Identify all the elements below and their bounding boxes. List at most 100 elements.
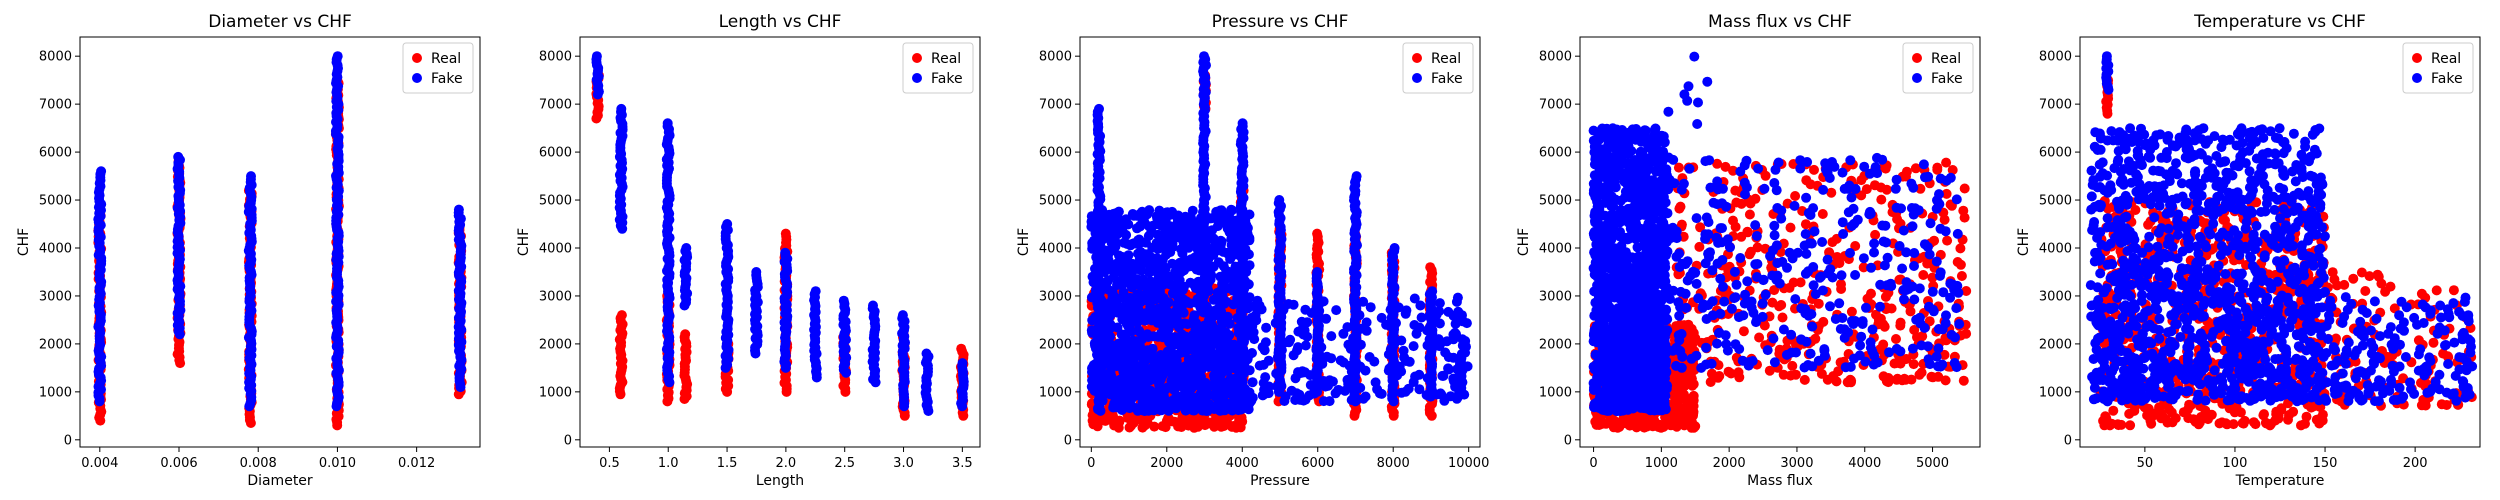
data-point (1210, 391, 1220, 402)
x-tick-label: 0.5 (599, 456, 620, 471)
subplot-title: Length vs CHF (719, 12, 842, 32)
data-point (1197, 391, 1208, 402)
x-tick-label: 6000 (1301, 456, 1334, 471)
scatter-points (1086, 51, 1473, 433)
data-point (1148, 220, 1158, 231)
data-point (1121, 230, 1132, 240)
data-point (1408, 341, 1419, 352)
data-point (1149, 294, 1160, 305)
data-point (1106, 232, 1117, 243)
data-point (1212, 287, 1223, 298)
data-point (1300, 340, 1311, 351)
data-point (1088, 411, 1099, 422)
data-point (1191, 318, 1202, 329)
data-point (751, 267, 762, 277)
x-tick-label: 4000 (1226, 456, 1259, 471)
data-point (1119, 311, 1130, 322)
data-point (1434, 306, 1445, 317)
data-point (1171, 228, 1182, 239)
x-tick-label: 1.5 (717, 456, 738, 471)
y-tick-label: 0 (64, 433, 72, 448)
data-point (1183, 242, 1194, 253)
data-point (1105, 389, 1116, 400)
data-point (1159, 303, 1170, 314)
data-point (1410, 371, 1421, 382)
y-tick-label: 5000 (539, 194, 572, 209)
data-point (1176, 329, 1187, 340)
data-point (921, 348, 932, 359)
data-point (1229, 246, 1240, 257)
data-point (1170, 350, 1181, 360)
y-tick-label: 3000 (1039, 289, 1072, 304)
data-point (1123, 294, 1134, 305)
data-point (1237, 400, 1248, 411)
data-point (616, 103, 627, 114)
data-point (96, 166, 107, 177)
data-point (1123, 250, 1134, 261)
data-point (1217, 355, 1228, 366)
data-point (1389, 243, 1400, 253)
data-point (957, 358, 968, 369)
data-point (1358, 296, 1369, 307)
data-point (1360, 365, 1371, 376)
data-point (1201, 304, 1212, 314)
data-point (1141, 237, 1151, 248)
scatter-points (591, 51, 969, 421)
data-point (1173, 421, 1184, 432)
data-point (1256, 304, 1267, 315)
data-point (722, 219, 733, 229)
x-tick-label: 2.0 (776, 456, 797, 471)
data-point (1414, 384, 1425, 395)
data-point (1175, 338, 1186, 349)
data-point (1203, 315, 1214, 326)
x-tick-label: 0.004 (81, 456, 118, 471)
x-tick-label: 8000 (1377, 456, 1410, 471)
legend-label-fake: Fake (431, 71, 463, 87)
legend-marker-fake (912, 73, 922, 83)
data-point (1198, 343, 1209, 354)
data-point (1218, 246, 1229, 257)
series-fake (1086, 51, 1473, 416)
data-point (246, 171, 256, 182)
data-point (1199, 51, 1209, 62)
data-point (1257, 390, 1268, 401)
data-point (1324, 396, 1335, 407)
y-tick-label: 2000 (1039, 337, 1072, 352)
data-point (1297, 367, 1308, 378)
data-point (1409, 293, 1420, 304)
data-point (591, 51, 602, 62)
data-point (1162, 346, 1173, 357)
x-axis-label: Diameter (247, 473, 313, 489)
x-axis-label: Length (756, 473, 804, 489)
data-point (1190, 252, 1201, 263)
data-point (1440, 347, 1451, 358)
data-point (1150, 395, 1161, 405)
data-point (1293, 342, 1303, 353)
data-point (1123, 336, 1134, 347)
data-point (1260, 372, 1271, 383)
data-point (332, 51, 343, 62)
data-point (1160, 236, 1171, 247)
data-point (1094, 398, 1105, 409)
data-point (1188, 217, 1199, 228)
plot-frame (579, 36, 981, 448)
series-real (591, 70, 969, 421)
data-point (173, 151, 184, 162)
data-point (1161, 415, 1172, 426)
data-point (1169, 385, 1180, 396)
x-tick-label: 2.5 (834, 456, 855, 471)
data-point (1179, 265, 1190, 276)
scatter-points (93, 51, 467, 431)
x-tick-label: 0.012 (398, 456, 435, 471)
data-point (1237, 118, 1248, 129)
data-point (1127, 379, 1138, 390)
data-point (1312, 267, 1323, 277)
data-point (1207, 357, 1218, 368)
data-point (1123, 395, 1133, 406)
data-point (1164, 279, 1175, 290)
data-point (1132, 386, 1143, 397)
